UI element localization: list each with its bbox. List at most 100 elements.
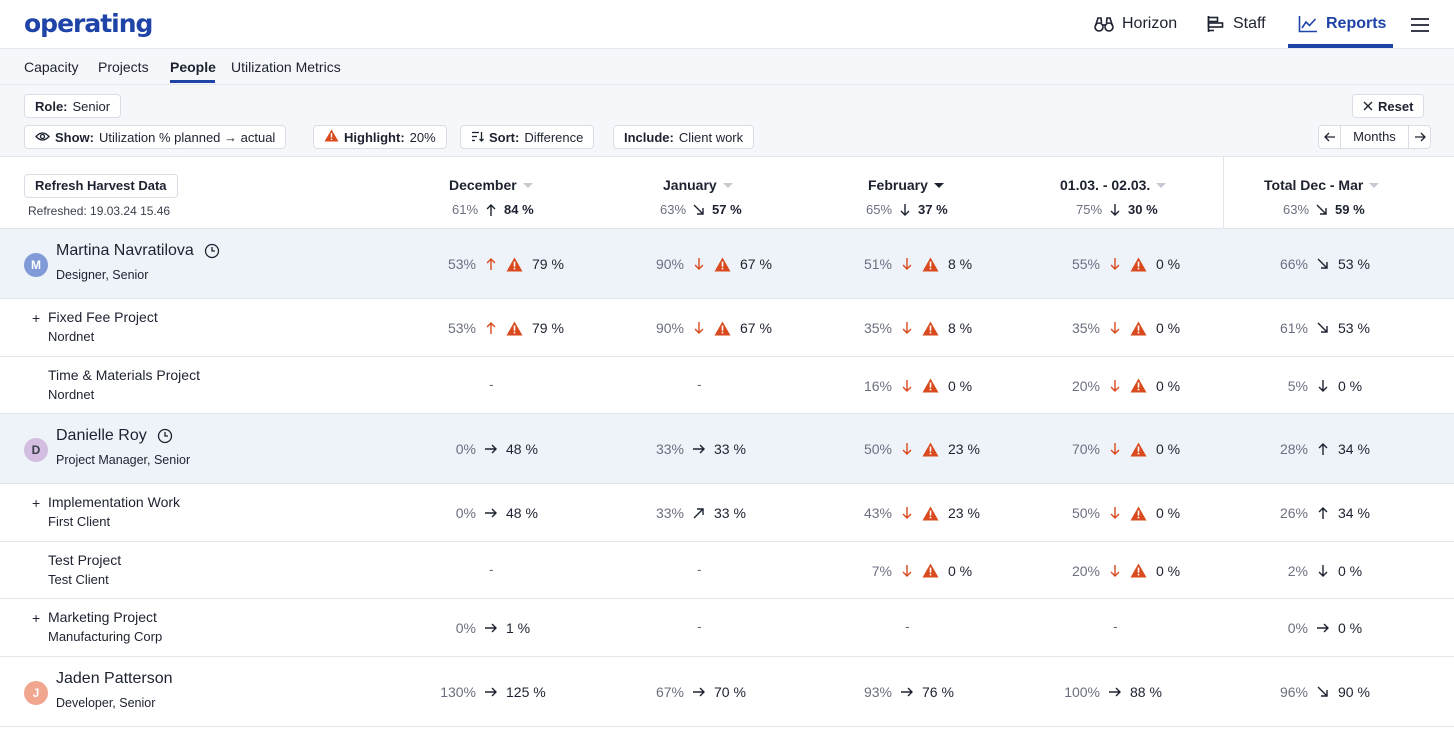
sort-caret-icon[interactable] (1156, 182, 1167, 188)
utilization-cell[interactable]: 0% 0 % (1262, 618, 1362, 638)
project-row[interactable]: Test Project Test Client - - 7% 0 % 20% 0 % 2% 0 … (0, 542, 1454, 599)
sort-caret-icon[interactable] (933, 182, 944, 188)
arrow-down-right-icon (1308, 257, 1338, 271)
next-period-button[interactable] (1409, 126, 1430, 148)
project-name[interactable]: Implementation Work (48, 494, 181, 510)
sort-caret-icon[interactable] (1369, 182, 1380, 188)
utilization-cell[interactable]: 0% 1 % (430, 618, 530, 638)
utilization-cell[interactable]: 90% 67 % (638, 318, 772, 338)
expand-toggle[interactable]: + (32, 610, 41, 626)
utilization-cell[interactable]: 5% 0 % (1262, 376, 1362, 396)
project-name[interactable]: Test Project (48, 551, 122, 568)
person-name[interactable]: Martina Navratilova (56, 242, 220, 260)
arrow-down-icon (1308, 564, 1338, 578)
summary-actual: 84 % (504, 202, 534, 217)
utilization-cell[interactable]: 50% 23 % (846, 439, 980, 459)
utilization-cell[interactable]: 35% 0 % (1054, 318, 1180, 338)
project-row[interactable]: + Marketing Project Manufacturing Corp 0% 1 … (0, 599, 1454, 657)
sort-caret-icon[interactable] (722, 182, 733, 188)
column-label: December (449, 177, 517, 193)
utilization-cell[interactable]: 53% 79 % (430, 318, 564, 338)
column-header-2[interactable]: February (868, 177, 944, 193)
sort-caret-icon[interactable] (522, 182, 533, 188)
utilization-cell[interactable]: 26% 34 % (1262, 503, 1370, 523)
utilization-cell[interactable]: 66% 53 % (1262, 254, 1370, 274)
utilization-cell[interactable]: 16% 0 % (846, 376, 972, 396)
staff-bars-icon (1207, 15, 1225, 33)
project-name[interactable]: Time & Materials Project (48, 366, 200, 383)
utilization-cell[interactable]: 43% 23 % (846, 503, 980, 523)
person-row[interactable]: M Martina Navratilova Designer, Senior 53% 7… (0, 229, 1454, 299)
utilization-cell[interactable]: 0% 48 % (430, 503, 538, 523)
utilization-cell[interactable]: 90% 67 % (638, 254, 772, 274)
person-row[interactable]: J Jaden Patterson Developer, Senior 130% 125… (0, 657, 1454, 727)
utilization-cell[interactable]: 130% 125 % (430, 682, 546, 702)
warning-icon (506, 257, 532, 272)
column-header-3[interactable]: 01.03. - 02.03. (1060, 177, 1167, 193)
utilization-cell[interactable]: 2% 0 % (1262, 561, 1362, 581)
tab-projects[interactable]: Projects (98, 59, 149, 75)
utilization-cell[interactable]: 33% 33 % (638, 503, 746, 523)
utilization-cell[interactable]: 0% 48 % (430, 439, 538, 459)
warning-icon (922, 442, 948, 457)
utilization-cell[interactable]: 51% 8 % (846, 254, 972, 274)
tab-people[interactable]: People (170, 59, 216, 75)
utilization-cell[interactable]: 20% 0 % (1054, 376, 1180, 396)
utilization-cell[interactable]: 67% 70 % (638, 682, 746, 702)
hamburger-menu-icon[interactable] (1410, 17, 1430, 36)
project-row[interactable]: Time & Materials Project Nordnet - -16% 0 % 2… (0, 357, 1454, 414)
show-filter-chip[interactable]: Show: Utilization % planned → actual (24, 125, 287, 149)
arrow-right-icon (1414, 132, 1426, 142)
column-header-0[interactable]: December (449, 177, 533, 193)
utilization-cell[interactable]: 55% 0 % (1054, 254, 1180, 274)
period-label[interactable]: Months (1340, 126, 1409, 148)
nav-reports[interactable]: Reports (1298, 0, 1386, 48)
utilization-cell[interactable]: 70% 0 % (1054, 439, 1180, 459)
arrow-down-right-icon (1308, 321, 1338, 335)
include-filter-chip[interactable]: Include: Client work (613, 125, 755, 149)
utilization-cell[interactable]: 100% 88 % (1054, 682, 1162, 702)
refresh-harvest-button[interactable]: Refresh Harvest Data (24, 174, 178, 198)
person-row[interactable]: D Danielle Roy Project Manager, Senior 0% 48… (0, 414, 1454, 484)
summary-actual: 37 % (918, 202, 948, 217)
utilization-cell[interactable]: 28% 34 % (1262, 439, 1370, 459)
sort-filter-chip[interactable]: Sort: Difference (460, 125, 595, 149)
person-name[interactable]: Jaden Patterson (56, 670, 173, 687)
actual-value: 53 % (1338, 320, 1370, 336)
logo[interactable]: operating (24, 9, 153, 38)
utilization-cell[interactable]: 20% 0 % (1054, 561, 1180, 581)
utilization-cell[interactable]: 50% 0 % (1054, 503, 1180, 523)
nav-horizon[interactable]: Horizon (1094, 0, 1177, 48)
clock-icon[interactable] (204, 243, 220, 259)
project-name[interactable]: Marketing Project (48, 609, 157, 625)
column-summary: 61% 84 % (452, 202, 534, 217)
utilization-cell[interactable]: 7% 0 % (846, 561, 972, 581)
person-name[interactable]: Danielle Roy (56, 427, 173, 445)
nav-staff[interactable]: Staff (1207, 0, 1266, 48)
highlight-filter-chip[interactable]: Highlight: 20% (313, 125, 447, 149)
tab-utilization-metrics[interactable]: Utilization Metrics (231, 59, 341, 75)
tab-capacity[interactable]: Capacity (24, 59, 79, 75)
project-row[interactable]: + Implementation Work First Client 0% 48 % 33… (0, 484, 1454, 542)
previous-period-button[interactable] (1319, 126, 1340, 148)
clock-icon[interactable] (157, 428, 173, 444)
utilization-cell[interactable]: 33% 33 % (638, 439, 746, 459)
warning-icon (324, 129, 339, 145)
reset-button[interactable]: Reset (1352, 94, 1425, 118)
utilization-cell[interactable]: 96% 90 % (1262, 682, 1370, 702)
utilization-cell[interactable]: 61% 53 % (1262, 318, 1370, 338)
column-header-4[interactable]: Total Dec - Mar (1264, 177, 1380, 193)
expand-toggle[interactable]: + (32, 495, 41, 511)
utilization-cell[interactable]: 35% 8 % (846, 318, 972, 338)
summary-planned: 61% (452, 202, 479, 217)
show-filter-value: Utilization % planned → actual (99, 129, 276, 145)
expand-toggle[interactable]: + (32, 310, 41, 326)
utilization-cell[interactable]: 93% 76 % (846, 682, 954, 702)
project-name[interactable]: Fixed Fee Project (48, 309, 158, 325)
utilization-cell[interactable]: 53% 79 % (430, 254, 564, 274)
actual-value: 0 % (1156, 562, 1181, 579)
role-filter-chip[interactable]: Role: Senior (24, 94, 122, 118)
project-row[interactable]: + Fixed Fee Project Nordnet 53% 79 % 90% 67 % 3… (0, 299, 1454, 357)
column-header-1[interactable]: January (663, 177, 733, 193)
warning-icon (1130, 506, 1156, 521)
